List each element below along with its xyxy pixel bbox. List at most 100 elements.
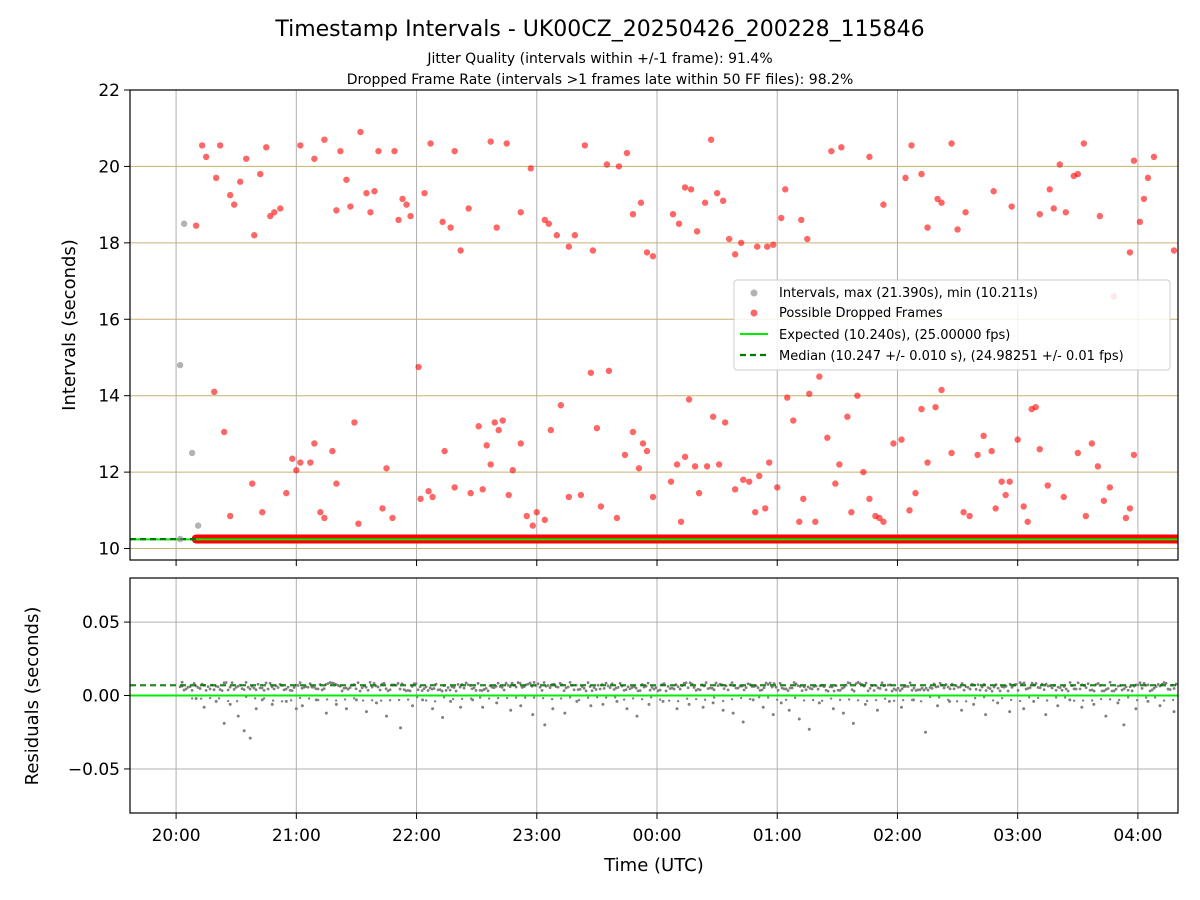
residual-point	[618, 681, 622, 685]
residuals-plot-area	[130, 680, 1178, 740]
residual-outlier-point	[421, 698, 425, 702]
residual-point	[982, 696, 986, 699]
residual-point	[856, 680, 860, 684]
residual-point	[514, 685, 518, 689]
residual-point	[672, 687, 676, 691]
residual-point	[1046, 684, 1050, 688]
dropped-frame-point	[980, 432, 987, 440]
dropped-frame-point	[493, 224, 500, 231]
dropped-frame-point	[1050, 205, 1057, 212]
dropped-frame-point	[880, 201, 887, 208]
dropped-frame-point	[533, 509, 540, 516]
residual-point	[658, 688, 662, 692]
residual-outlier-point	[721, 708, 725, 712]
dropped-frame-point	[693, 228, 701, 235]
dropped-frame-point	[703, 463, 711, 470]
residual-point	[340, 689, 344, 693]
residual-point	[343, 698, 347, 701]
residual-point	[1081, 699, 1085, 702]
residual-point	[1009, 698, 1013, 702]
residual-point	[252, 686, 256, 690]
dropped-frame-point	[673, 461, 681, 468]
residual-point	[559, 697, 563, 700]
intervals-y-tick-label: 12	[98, 463, 120, 483]
dropped-frame-point	[709, 413, 717, 420]
residual-point	[962, 688, 966, 692]
residual-point	[348, 686, 352, 690]
residual-point	[1144, 696, 1148, 699]
dropped-frame-point	[804, 235, 811, 243]
residual-point	[1018, 681, 1022, 684]
dropped-frame-point	[908, 142, 915, 149]
residual-point	[712, 688, 716, 692]
residual-point	[454, 689, 458, 693]
residual-point	[652, 687, 656, 691]
dropped-frame-point	[417, 495, 424, 503]
dropped-frame-point	[691, 463, 699, 470]
dropped-frame-point	[407, 212, 414, 220]
residual-outlier-point	[851, 721, 855, 725]
dropped-frame-point	[876, 514, 883, 522]
residual-point	[602, 687, 606, 690]
residual-point	[253, 697, 257, 700]
residual-outlier-point	[972, 702, 976, 706]
residual-outlier-point	[635, 714, 639, 718]
dropped-frame-point	[1126, 249, 1134, 256]
residual-outlier-point	[831, 707, 835, 711]
dropped-frame-point	[429, 493, 436, 501]
residual-point	[310, 685, 314, 689]
residual-point	[487, 697, 491, 700]
dropped-frame-point	[1044, 482, 1051, 489]
residual-outlier-point	[787, 708, 791, 712]
dropped-frame-point	[587, 369, 595, 376]
residual-point	[930, 686, 934, 690]
residual-point	[192, 681, 196, 685]
residual-point	[426, 689, 430, 692]
residual-point	[478, 688, 482, 692]
residual-point	[568, 696, 572, 699]
residual-point	[937, 696, 941, 699]
dropped-frame-point	[226, 191, 234, 199]
intervals-panel: 10 12 14 16 18 20 22 Intervals (seconds) Inter…	[59, 81, 1179, 566]
residual-point	[590, 689, 594, 693]
dropped-frame-point	[643, 447, 651, 455]
dropped-frame-point	[681, 453, 689, 461]
residual-point	[776, 688, 780, 692]
dropped-frame-point	[321, 136, 328, 143]
residual-point	[793, 696, 797, 700]
residual-point	[604, 681, 608, 685]
dropped-frame-point	[1144, 174, 1152, 182]
residual-outlier-point	[996, 701, 1000, 705]
residual-outlier-point	[344, 707, 348, 711]
residual-point	[532, 680, 536, 684]
residual-point	[244, 681, 248, 684]
residual-point	[550, 697, 554, 701]
residual-outlier-point	[797, 717, 801, 721]
dropped-frame-point	[745, 478, 753, 485]
residual-point	[624, 688, 628, 692]
residual-point	[790, 686, 794, 690]
residual-point	[884, 688, 888, 692]
residual-outlier-point	[334, 702, 338, 706]
residual-point	[730, 681, 734, 685]
dropped-frame-point	[848, 509, 855, 516]
residual-point	[296, 683, 300, 687]
dropped-frame-point	[1036, 445, 1043, 453]
residual-point	[1072, 699, 1076, 702]
dropped-frame-point	[317, 509, 324, 516]
residual-point	[506, 683, 510, 687]
dropped-frame-point	[517, 209, 524, 216]
intervals-y-tick-label: 14	[98, 387, 120, 407]
residual-outlier-point	[324, 711, 328, 715]
residual-point	[1140, 687, 1144, 690]
dropped-frame-point	[667, 478, 675, 485]
residual-point	[594, 688, 598, 691]
residual-point	[883, 697, 887, 700]
residual-point	[712, 696, 716, 699]
dropped-frame-point	[812, 518, 819, 525]
residual-outlier-point	[731, 711, 735, 715]
residual-outlier-point	[459, 705, 463, 709]
residual-point	[262, 697, 266, 700]
dropped-frame-point	[623, 149, 631, 157]
